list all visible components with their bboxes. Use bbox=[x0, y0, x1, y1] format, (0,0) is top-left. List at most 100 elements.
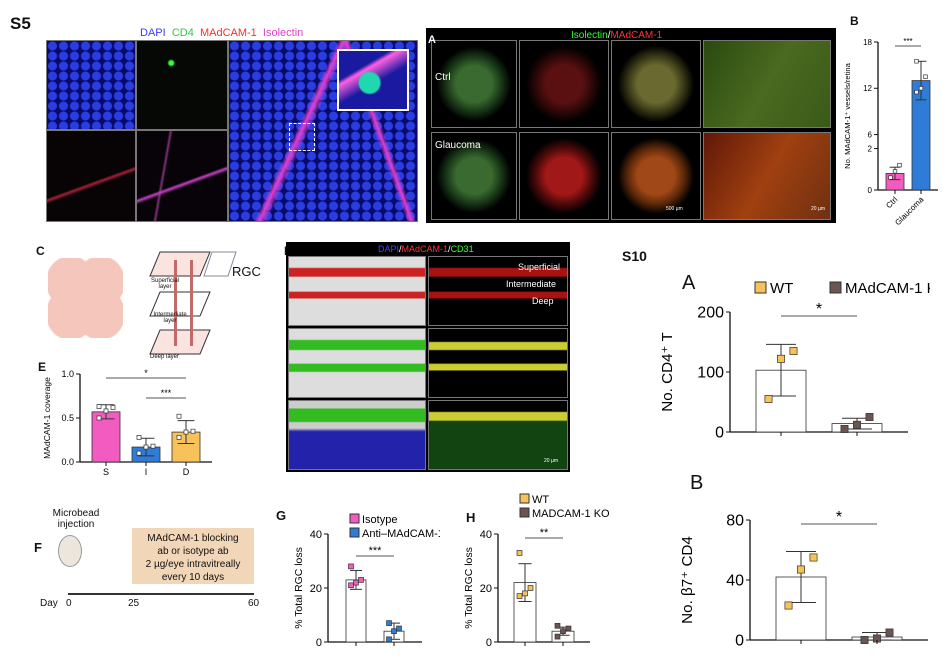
data-point bbox=[358, 577, 364, 583]
significance-label: ** bbox=[540, 527, 549, 539]
label-e: E bbox=[38, 360, 47, 374]
day-0: 0 bbox=[66, 598, 72, 609]
x-tick-label: Ctrl bbox=[884, 195, 899, 210]
deep-plane bbox=[149, 329, 211, 355]
layer-diagram bbox=[149, 251, 237, 355]
title-sep: / bbox=[399, 244, 402, 254]
y-tick-label: 40 bbox=[480, 529, 492, 541]
data-point bbox=[522, 590, 528, 597]
micrograph-merge bbox=[228, 40, 418, 222]
y-axis-label: MAdCAM-1 coverage bbox=[42, 377, 52, 459]
render-madcam-3d bbox=[288, 256, 426, 326]
data-point bbox=[96, 415, 102, 421]
mouse-icon bbox=[58, 535, 82, 567]
chart-g: 0 20 40 % Total RGC loss *** Isotype Anti–MAdC… bbox=[294, 513, 440, 649]
significance-label: *** bbox=[369, 545, 383, 557]
data-point bbox=[853, 420, 861, 429]
data-point bbox=[554, 633, 561, 640]
y-tick-label: 0 bbox=[316, 637, 322, 649]
y-axis-label: % Total RGC loss bbox=[294, 547, 305, 629]
y-tick-label: 0 bbox=[868, 186, 873, 195]
data-point bbox=[840, 425, 849, 433]
chart-b: 0 2 6 12 18 No. MAdCAM-1⁺ vessels/retina CtrlG… bbox=[843, 37, 938, 225]
title-sep: / bbox=[607, 30, 611, 41]
title-dapi: DAPI bbox=[378, 244, 400, 254]
retina-diagram bbox=[48, 258, 123, 338]
title-madcam: MAdCAM-1 bbox=[401, 244, 449, 254]
chart-s10b: 0 40 80 No. β7⁺ CD4 * bbox=[679, 509, 928, 650]
label-s10b: B bbox=[690, 472, 704, 494]
retina-glaucoma-isolectin bbox=[431, 132, 517, 220]
y-tick-label: 40 bbox=[726, 573, 744, 590]
data-point bbox=[809, 553, 818, 562]
day-60: 60 bbox=[248, 598, 260, 609]
y-tick-label: 0.0 bbox=[61, 457, 74, 467]
label-a: A bbox=[428, 34, 436, 46]
data-point bbox=[914, 89, 919, 95]
legend-swatch bbox=[349, 527, 360, 538]
proj-all bbox=[428, 400, 568, 470]
vessel bbox=[190, 260, 193, 346]
y-tick-label: 200 bbox=[697, 305, 724, 322]
treatment-line: every 10 days bbox=[161, 572, 225, 583]
data-point bbox=[560, 628, 566, 635]
panel-a-images: Isolectin/MAdCAM-1 Ctrl Glaucoma 500 µm … bbox=[426, 28, 836, 223]
label-s10: S10 bbox=[622, 248, 647, 264]
x-tick-label: Glaucoma bbox=[893, 195, 926, 225]
x-tick-label: S bbox=[103, 467, 109, 477]
micrograph-isolectin bbox=[136, 130, 228, 222]
inset-zoom bbox=[337, 49, 409, 111]
y-axis-label: % Total RGC loss bbox=[464, 547, 475, 629]
micrograph-cd4 bbox=[136, 40, 228, 130]
row-label-glaucoma: Glaucoma bbox=[435, 140, 481, 151]
chart-h: 0 20 40 % Total RGC loss ** WT MADCAM-1 KO bbox=[464, 493, 610, 649]
data-point bbox=[918, 86, 924, 91]
data-point bbox=[516, 593, 523, 599]
y-tick-label: 2 bbox=[868, 144, 873, 153]
proj-madcam bbox=[428, 256, 568, 326]
data-point bbox=[897, 162, 902, 168]
data-point bbox=[516, 550, 523, 556]
scale-bar-label: 500 µm bbox=[666, 206, 683, 212]
y-axis-label: No. MAdCAM-1⁺ vessels/retina bbox=[843, 62, 852, 168]
intermediate-plane bbox=[149, 291, 211, 317]
label-s5: S5 bbox=[10, 14, 31, 33]
y-tick-label: 100 bbox=[697, 365, 724, 382]
retina-ctrl-merge bbox=[611, 40, 701, 128]
treatment-line: ab or isotype ab bbox=[157, 546, 229, 557]
legend-label: Isotype bbox=[362, 514, 397, 526]
panel-d-images: DAPI/MAdCAM-1/CD31 Superficial Intermedi… bbox=[286, 242, 570, 472]
micrograph-madcam bbox=[46, 130, 136, 222]
channel-dapi: DAPI bbox=[140, 27, 166, 39]
title-cd31: CD31 bbox=[450, 244, 474, 254]
data-point bbox=[353, 579, 359, 586]
title-madcam: MAdCAM-1 bbox=[610, 30, 663, 41]
significance-label: * bbox=[144, 368, 148, 378]
scale-bar-label: 20 µm bbox=[544, 458, 558, 464]
retina-ctrl-madcam bbox=[519, 40, 609, 128]
proj-merge bbox=[428, 328, 568, 398]
rgc-plane bbox=[203, 251, 237, 277]
channel-isolectin: Isolectin bbox=[262, 27, 304, 39]
inset-region bbox=[289, 123, 315, 151]
y-tick-label: 40 bbox=[310, 529, 322, 541]
title-sep: / bbox=[448, 244, 451, 254]
data-point bbox=[777, 354, 785, 363]
layer-label-superficial: Superficial layer bbox=[150, 278, 179, 290]
y-tick-label: 20 bbox=[480, 583, 492, 595]
timeline-axis bbox=[68, 593, 254, 595]
label-f: F bbox=[34, 540, 42, 555]
data-point bbox=[143, 444, 149, 450]
render-cd31-3d bbox=[288, 328, 426, 398]
render-all-3d bbox=[288, 400, 426, 470]
legend-label: Anti–MAdCAM-1 bbox=[362, 528, 440, 540]
retina-ctrl-isolectin bbox=[431, 40, 517, 128]
y-tick-label: 80 bbox=[726, 513, 744, 530]
data-point bbox=[386, 620, 392, 626]
data-point bbox=[892, 169, 898, 174]
x-tick-label: D bbox=[183, 467, 190, 477]
legend-swatch bbox=[519, 507, 530, 518]
rgc-label: RGC bbox=[232, 264, 261, 279]
panel-a-title: Isolectin/MAdCAM-1 bbox=[571, 30, 662, 41]
